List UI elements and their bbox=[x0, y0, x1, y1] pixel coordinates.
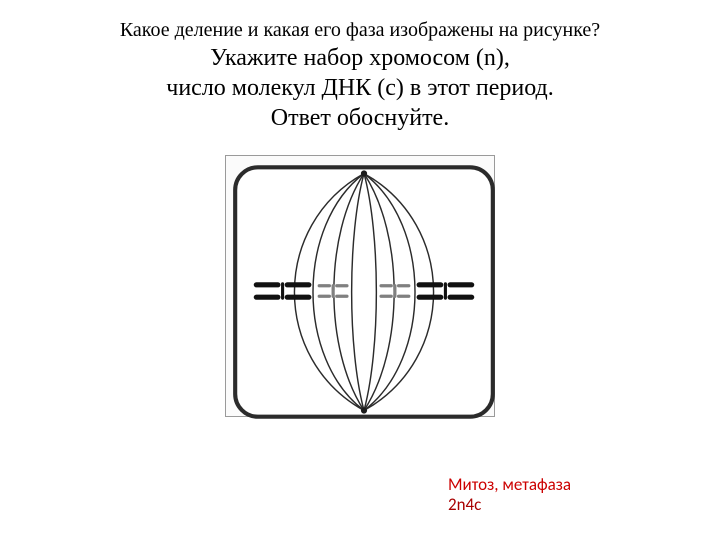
answer-block: Митоз, метафаза 2n4c bbox=[448, 475, 571, 514]
answer-line-2: 2n4c bbox=[448, 495, 571, 515]
question-line-1: Какое деление и какая его фаза изображен… bbox=[0, 18, 720, 43]
diagram-container bbox=[225, 155, 495, 417]
question-line-4: Ответ обоснуйте. bbox=[0, 103, 720, 133]
cell-diagram bbox=[229, 161, 499, 423]
question-line-3: число молекул ДНК (с) в этот период. bbox=[0, 73, 720, 103]
question-block: Какое деление и какая его фаза изображен… bbox=[0, 0, 720, 133]
question-line-2: Укажите набор хромосом (n), bbox=[0, 43, 720, 73]
answer-line-1: Митоз, метафаза bbox=[448, 475, 571, 495]
